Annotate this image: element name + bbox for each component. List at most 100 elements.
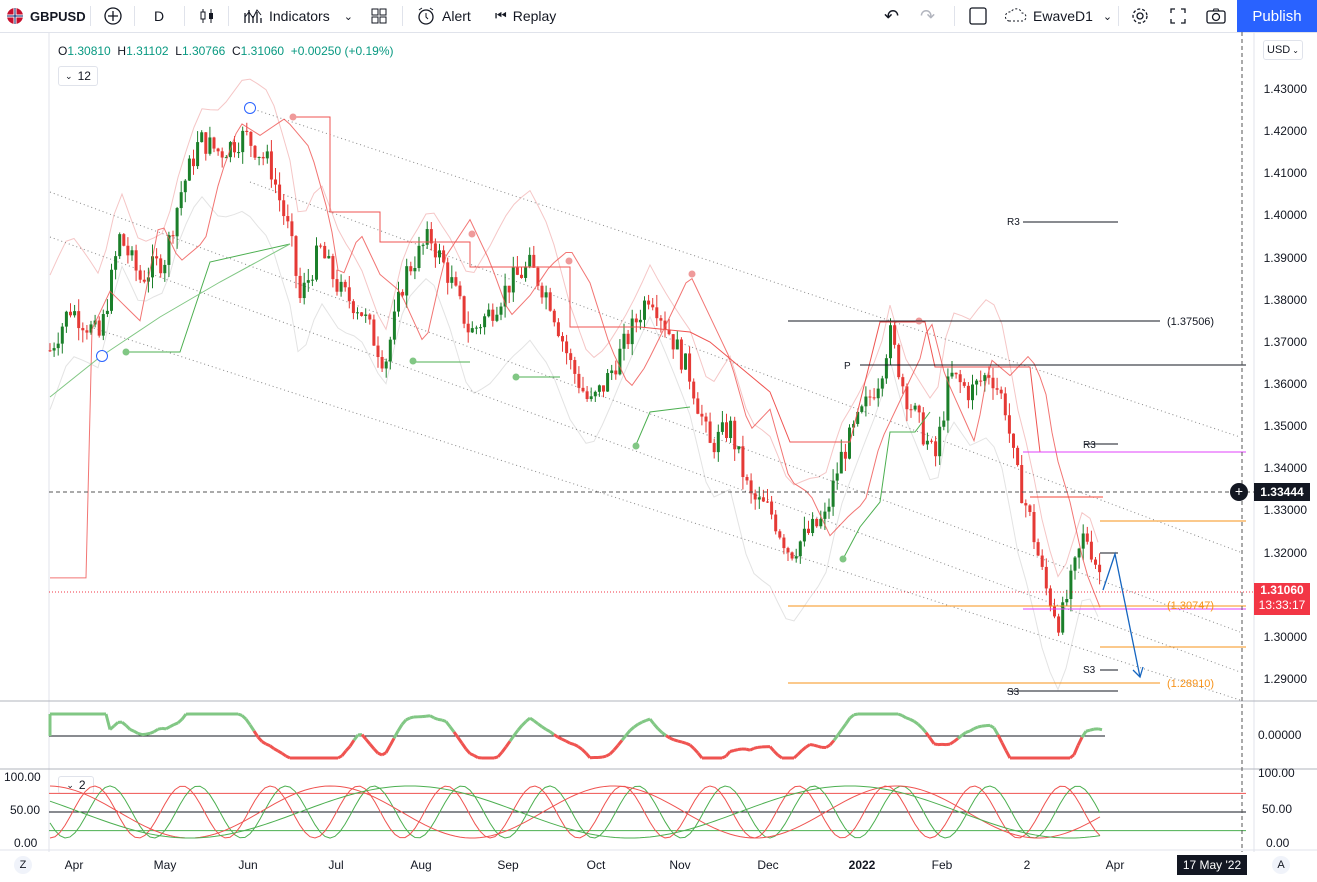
candle-body bbox=[159, 258, 163, 274]
price-tick-label: 1.29000 bbox=[1263, 671, 1307, 686]
symbol-search[interactable]: GBPUSD bbox=[6, 0, 86, 32]
publish-button[interactable]: Publish bbox=[1237, 0, 1317, 32]
arrow-head-icon bbox=[1132, 666, 1144, 679]
momentum-segment bbox=[685, 741, 691, 747]
candle-body bbox=[634, 318, 638, 323]
momentum-segment bbox=[813, 743, 819, 748]
candle-body bbox=[811, 518, 815, 534]
time-tick-label: Jul bbox=[328, 858, 344, 872]
momentum-segment bbox=[177, 718, 183, 724]
momentum-segment bbox=[753, 745, 759, 750]
momentum-segment bbox=[652, 723, 660, 730]
momentum-segment bbox=[957, 734, 963, 740]
momentum-segment bbox=[836, 728, 844, 736]
candle-body bbox=[958, 374, 962, 383]
candle-body bbox=[589, 396, 593, 400]
cloud-icon bbox=[1004, 8, 1027, 22]
momentum-segment bbox=[516, 724, 524, 732]
signal-dot bbox=[122, 348, 130, 356]
candle-body bbox=[507, 285, 511, 293]
candle-body bbox=[938, 426, 942, 457]
price-chart[interactable]: R3 (1.37506) P R3 (1.30747) S3 (1.28910)… bbox=[0, 32, 1317, 882]
candle-body bbox=[224, 157, 228, 159]
momentum-segment bbox=[237, 712, 243, 717]
candle-body bbox=[290, 221, 294, 237]
momentum-segment bbox=[916, 723, 924, 729]
candle-body bbox=[966, 385, 970, 401]
candle-body bbox=[269, 151, 273, 180]
momentum-segment bbox=[529, 716, 535, 723]
candle-body bbox=[1016, 447, 1020, 466]
add-price-button[interactable]: + bbox=[1230, 483, 1248, 501]
fullscreen-button[interactable] bbox=[1169, 0, 1187, 32]
chart-type-button[interactable] bbox=[198, 0, 216, 32]
fullscreen-icon bbox=[1170, 8, 1186, 24]
momentum-segment bbox=[269, 744, 275, 750]
oscillator-pane-1 bbox=[48, 712, 1105, 760]
candle-body bbox=[179, 192, 183, 209]
momentum-segment bbox=[104, 713, 112, 730]
time-tick-label: 2022 bbox=[848, 858, 876, 872]
candle-body bbox=[101, 314, 105, 336]
osc2-left-tick: 100.00 bbox=[4, 770, 41, 784]
compare-button[interactable] bbox=[103, 0, 123, 32]
replay-button[interactable]: ⏮ Replay bbox=[495, 8, 557, 24]
candle-body bbox=[704, 416, 708, 422]
settings-button[interactable] bbox=[1130, 0, 1150, 32]
candle-body bbox=[401, 291, 405, 296]
undo-button[interactable]: ↶ bbox=[884, 0, 899, 32]
time-tick-label: Jun bbox=[238, 858, 258, 872]
signal-dot bbox=[468, 230, 476, 238]
candle-body bbox=[749, 480, 753, 494]
momentum-segment bbox=[612, 744, 620, 752]
candle-body bbox=[327, 256, 331, 259]
redo-button[interactable]: ↷ bbox=[920, 0, 935, 32]
candle-body bbox=[905, 386, 909, 410]
screenshot-button[interactable] bbox=[1205, 0, 1227, 32]
candle-body bbox=[1053, 606, 1056, 617]
momentum-segment bbox=[429, 714, 435, 720]
indicators-button[interactable]: Indicators ⌄ bbox=[243, 0, 353, 32]
candle-body bbox=[1069, 570, 1073, 600]
candle-body bbox=[220, 151, 224, 158]
candle-body bbox=[302, 282, 306, 299]
momentum-segment bbox=[805, 743, 811, 749]
templates-button[interactable] bbox=[370, 0, 388, 32]
momentum-segment bbox=[637, 720, 643, 726]
candle-body bbox=[786, 548, 790, 553]
auto-scale-button[interactable]: A bbox=[1272, 856, 1290, 874]
candle-body bbox=[729, 420, 733, 439]
momentum-segment bbox=[969, 727, 975, 733]
momentum-segment bbox=[1000, 742, 1008, 752]
last-price-label: 1.31060 13:33:17 bbox=[1254, 583, 1310, 615]
currency-selector[interactable]: USD ⌄ bbox=[1263, 40, 1303, 60]
alert-button[interactable]: Alert bbox=[416, 0, 471, 32]
momentum-segment bbox=[629, 725, 635, 732]
oscillator-line bbox=[49, 785, 1101, 839]
chevron-down-icon[interactable]: ⌄ bbox=[343, 10, 353, 23]
time-tick-label: May bbox=[153, 858, 177, 872]
momentum-segment bbox=[1085, 728, 1091, 733]
layout-button[interactable] bbox=[968, 0, 988, 32]
candle-body bbox=[638, 319, 642, 323]
momentum-segment bbox=[493, 755, 499, 760]
plus-icon: + bbox=[1234, 483, 1244, 499]
flag-icon bbox=[7, 8, 23, 24]
candle-body bbox=[85, 330, 89, 333]
candle-body bbox=[925, 440, 929, 445]
price-tick-label: 1.42000 bbox=[1263, 124, 1307, 139]
interval-button[interactable]: D bbox=[154, 8, 165, 24]
momentum-segment bbox=[721, 754, 727, 760]
zoom-toggle-button[interactable]: Z bbox=[14, 856, 32, 874]
channel-line bbox=[249, 107, 1241, 438]
momentum-segment bbox=[145, 731, 151, 736]
momentum-segment bbox=[648, 718, 656, 726]
candle-body bbox=[782, 537, 786, 549]
gear-icon bbox=[1132, 8, 1148, 24]
candle-body bbox=[397, 291, 400, 312]
indicators-collapse-toggle[interactable]: ⌄ 12 bbox=[58, 66, 98, 86]
signal-dot bbox=[632, 442, 640, 450]
momentum-segment bbox=[633, 723, 639, 729]
momentum-segment bbox=[573, 743, 579, 748]
layout-name-button[interactable]: EwaveD1 ⌄ bbox=[1003, 0, 1112, 32]
